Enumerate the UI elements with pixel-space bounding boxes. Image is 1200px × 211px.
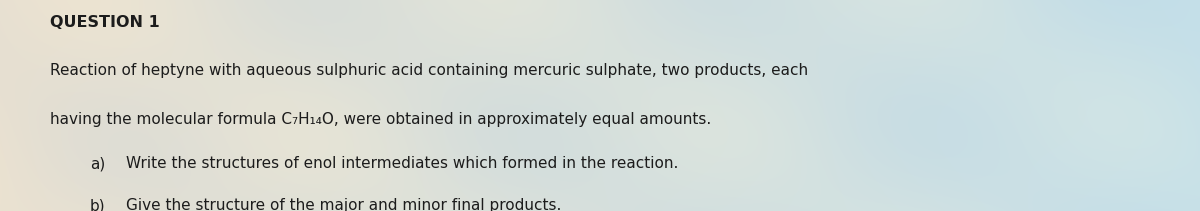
Text: Write the structures of enol intermediates which formed in the reaction.: Write the structures of enol intermediat… [126, 156, 678, 171]
Text: Give the structure of the major and minor final products.: Give the structure of the major and mino… [126, 198, 562, 211]
Text: b): b) [90, 198, 106, 211]
Text: Reaction of heptyne with aqueous sulphuric acid containing mercuric sulphate, tw: Reaction of heptyne with aqueous sulphur… [50, 63, 809, 78]
Text: QUESTION 1: QUESTION 1 [50, 15, 160, 30]
Text: a): a) [90, 156, 106, 171]
Text: having the molecular formula C₇H₁₄O, were obtained in approximately equal amount: having the molecular formula C₇H₁₄O, wer… [50, 112, 712, 127]
